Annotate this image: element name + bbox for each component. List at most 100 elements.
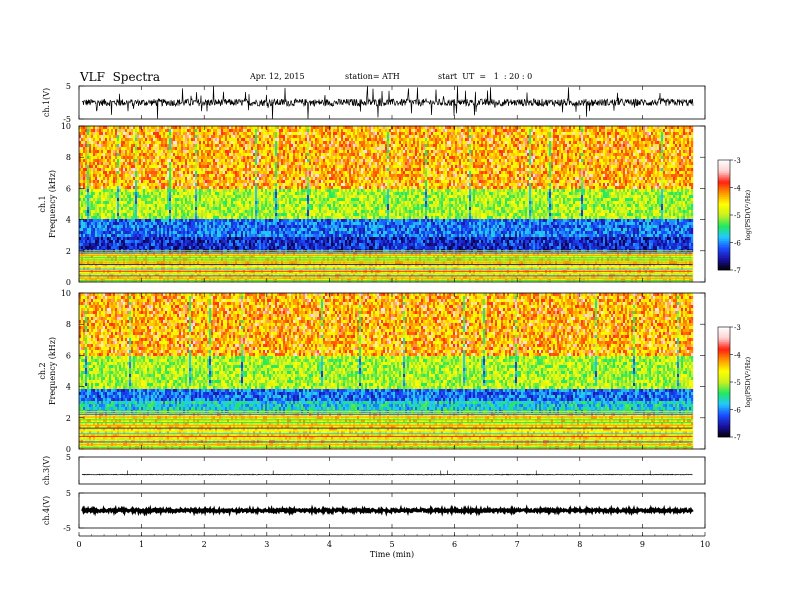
spectrogram-cell — [91, 204, 94, 208]
spectrogram-cell — [221, 213, 224, 217]
spectrogram-cell — [147, 237, 150, 241]
spectrogram-cell — [97, 210, 100, 214]
spectrogram-cell — [261, 183, 264, 187]
spectrogram-cell — [169, 144, 172, 148]
spectrogram-cell — [191, 156, 194, 160]
spectrogram-cell — [257, 219, 260, 223]
spectrogram-cell — [253, 180, 256, 184]
spectrogram-cell — [223, 162, 226, 166]
spectrogram-cell — [185, 219, 188, 223]
spectrogram-cell — [183, 192, 186, 196]
spectrogram-cell — [241, 153, 244, 157]
spectrogram-cell — [177, 192, 180, 196]
spectrogram-cell — [99, 171, 102, 175]
spectrogram-cell — [151, 213, 154, 217]
spectrogram-cell — [87, 234, 90, 238]
spectrogram-cell — [265, 234, 268, 238]
spectrogram-cell — [225, 177, 228, 181]
spectrogram-cell — [147, 243, 150, 247]
spectrogram-cell — [259, 201, 262, 205]
spectrogram-cell — [111, 213, 114, 217]
spectrogram-cell — [163, 276, 166, 280]
spectrogram-cell — [113, 177, 116, 181]
spectrogram-cell — [219, 228, 222, 232]
spectrogram-cell — [141, 240, 144, 244]
spectrogram-cell — [157, 213, 160, 217]
spectrogram-cell — [195, 273, 198, 277]
spectrogram-cell — [83, 231, 86, 235]
spectrogram-cell — [237, 219, 240, 223]
spectrogram-cell — [207, 135, 210, 139]
spectrogram-cell — [131, 174, 134, 178]
spectrogram-cell — [87, 222, 90, 226]
spectrogram-cell — [223, 159, 226, 163]
spectrogram-cell — [127, 210, 130, 214]
spectrogram-cell — [137, 225, 140, 229]
spectrogram-cell — [211, 126, 214, 130]
spectrogram-cell — [151, 243, 154, 247]
spectrogram-cell — [165, 231, 168, 235]
spectrogram-cell — [157, 141, 160, 145]
spectrogram-cell — [209, 210, 212, 214]
spectrogram-cell — [151, 147, 154, 151]
spectrogram-cell — [253, 207, 256, 211]
spectrogram-cell — [263, 198, 266, 202]
spectrogram-cell — [173, 141, 176, 145]
spectrogram-cell — [165, 150, 168, 154]
spectrogram-cell — [255, 159, 258, 163]
spectrogram-cell — [81, 222, 84, 226]
spectrogram-cell — [187, 153, 190, 157]
spectrogram-cell — [259, 276, 262, 280]
spectrogram-cell — [195, 225, 198, 229]
spectrogram-cell — [211, 180, 214, 184]
spectrogram-cell — [89, 165, 92, 169]
spectrogram-cell — [119, 132, 122, 136]
spectrogram-cell — [115, 174, 118, 178]
spectrogram-cell — [147, 213, 150, 217]
spectrogram-cell — [163, 162, 166, 166]
spectrogram-cell — [187, 126, 190, 130]
spectrogram-cell — [79, 264, 82, 268]
spectrogram-cell — [147, 162, 150, 166]
spectrogram-cell — [215, 219, 218, 223]
spectrogram-cell — [255, 195, 258, 199]
spectrogram-cell — [117, 129, 120, 133]
spectrogram-cell — [247, 153, 250, 157]
spectrogram-cell — [181, 231, 184, 235]
spectrogram-cell — [209, 222, 212, 226]
spectrogram-cell — [199, 138, 202, 142]
spectrogram-cell — [107, 165, 110, 169]
spectrogram-cell — [195, 189, 198, 193]
spectrogram-cell — [97, 159, 100, 163]
spectrogram-cell — [241, 213, 244, 217]
spectrogram-cell — [253, 162, 256, 166]
spectrogram-cell — [93, 204, 96, 208]
spectrogram-cell — [93, 192, 96, 196]
spectrogram-cell — [119, 273, 122, 277]
spectrogram-cell — [201, 189, 204, 193]
spectrogram-cell — [113, 228, 116, 232]
spectrogram-cell — [135, 156, 138, 160]
spectrogram-cell — [119, 177, 122, 181]
spectrogram-cell — [163, 156, 166, 160]
spectrogram-cell — [127, 222, 130, 226]
spectrogram-cell — [171, 189, 174, 193]
spectrogram-cell — [265, 264, 268, 268]
spectrogram-cell — [195, 174, 198, 178]
spectrogram-cell — [175, 204, 178, 208]
spectrogram-cell — [85, 255, 88, 259]
spectrogram-cell — [141, 159, 144, 163]
spectrogram-cell — [79, 231, 82, 235]
spectrogram-cell — [101, 168, 104, 172]
spectrogram-cell — [161, 162, 164, 166]
spectrogram-cell — [115, 204, 118, 208]
spectrogram-cell — [235, 132, 238, 136]
spectrogram-cell — [157, 180, 160, 184]
spectrogram-cell — [233, 192, 236, 196]
spectrogram-cell — [97, 162, 100, 166]
spectrogram-cell — [233, 156, 236, 160]
spectrogram-cell — [247, 147, 250, 151]
spectrogram-cell — [255, 198, 258, 202]
spectrogram-cell — [255, 171, 258, 175]
spectrogram-cell — [207, 234, 210, 238]
